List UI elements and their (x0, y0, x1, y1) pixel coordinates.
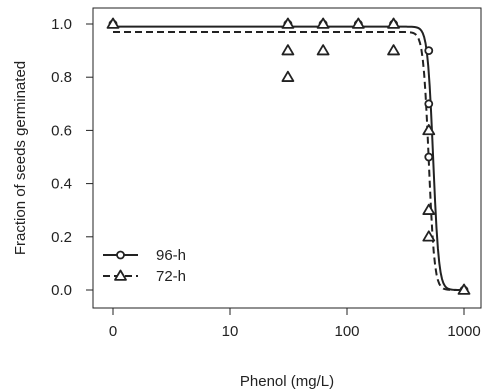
legend-label-96-h: 96-h (156, 247, 186, 264)
point-72-h-5 (316, 44, 330, 56)
axes: 0.0 0.2 0.4 0.6 0.8 1.0 0 10 100 1000 (51, 16, 481, 340)
point-72-h-6 (351, 17, 365, 29)
y-tick-label-4: 0.8 (51, 69, 72, 86)
x-tick-label-3: 1000 (447, 323, 480, 340)
point-72-h-2 (281, 44, 295, 56)
point-72-h-7 (387, 17, 400, 29)
y-tick-label-2: 0.4 (51, 176, 72, 193)
point-72-h-1 (281, 17, 295, 29)
x-tick-label-1: 10 (222, 323, 239, 340)
point-72-h-4 (316, 17, 330, 29)
legend-label-72-h: 72-h (156, 268, 186, 285)
point-72-h-0 (106, 17, 120, 29)
legend-marker-96-h (116, 250, 125, 260)
point-96-h-7 (424, 152, 434, 162)
point-72-h-11 (422, 230, 436, 242)
legend: 96-h 72-h (103, 247, 186, 285)
y-tick-label-1: 0.2 (51, 229, 72, 246)
x-tick-label-0: 0 (109, 323, 117, 340)
fit-line-72-h (113, 30, 464, 291)
y-tick-label-3: 0.6 (51, 122, 72, 139)
y-tick-label-5: 1.0 (51, 16, 72, 33)
x-axis-title: Phenol (mg/L) (240, 373, 334, 390)
x-tick-label-2: 100 (334, 323, 359, 340)
point-96-h-5 (424, 46, 434, 55)
y-tick-label-0: 0.0 (51, 282, 72, 299)
plot-frame (92, 7, 482, 309)
point-72-h-12 (457, 283, 471, 295)
point-72-h-10 (422, 203, 436, 215)
y-axis-title: Fraction of seeds germinated (12, 61, 29, 255)
point-72-h-8 (387, 44, 400, 56)
markers (106, 17, 471, 295)
point-72-h-9 (422, 124, 436, 136)
point-72-h-3 (281, 70, 295, 82)
point-96-h-6 (424, 99, 434, 109)
legend-marker-72-h (114, 269, 127, 281)
